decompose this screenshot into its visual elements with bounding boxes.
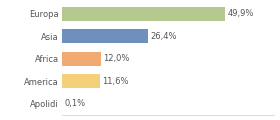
- Bar: [62, 74, 100, 88]
- Bar: [62, 52, 101, 66]
- Bar: [62, 29, 148, 43]
- Text: 11,6%: 11,6%: [102, 77, 129, 86]
- Text: 12,0%: 12,0%: [104, 54, 130, 63]
- Bar: [62, 7, 225, 21]
- Text: 49,9%: 49,9%: [228, 9, 254, 18]
- Text: 26,4%: 26,4%: [151, 32, 177, 41]
- Text: 0,1%: 0,1%: [65, 99, 86, 108]
